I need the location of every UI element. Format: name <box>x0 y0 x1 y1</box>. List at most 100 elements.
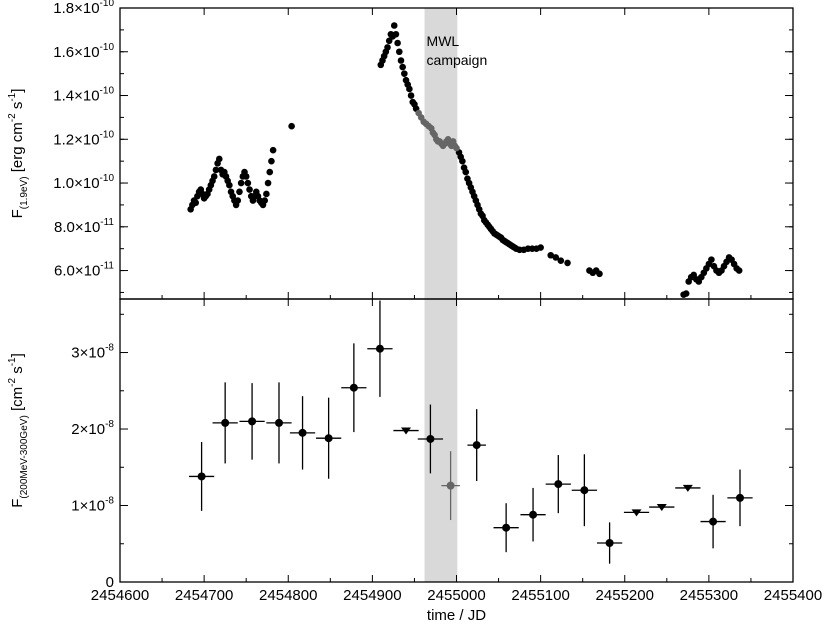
optical-flux-point <box>459 157 466 165</box>
optical-flux-point-campaign <box>453 144 460 152</box>
optical-flux-point <box>244 179 252 187</box>
bottom-y-axis-label-unit-exp: -1 <box>7 357 18 366</box>
bottom-y-axis-label-unit: [cm <box>9 387 26 415</box>
x-tick-label: 2455000 <box>427 587 485 604</box>
gamma-flux-point <box>502 523 511 532</box>
gamma-flux-point <box>248 417 257 426</box>
gamma-flux-point <box>298 428 307 437</box>
optical-flux-point <box>237 179 245 187</box>
mwl-label-line-2: campaign <box>427 52 488 68</box>
top-y-axis-label-unit: ] <box>9 89 26 93</box>
gamma-flux-point <box>554 480 563 489</box>
top-y-tick-exponent: -10 <box>100 173 115 184</box>
optical-flux-point <box>735 267 743 274</box>
optical-flux-panel: 6.0×10-118.0×10-111.0×10-101.2×10-101.4×… <box>7 0 793 298</box>
x-tick-label: 2454900 <box>343 587 401 604</box>
bottom-y-axis-label: F(200MeV-300GeV) [cm-2 s-1] <box>7 353 30 508</box>
x-tick-label: 2454800 <box>259 587 317 604</box>
top-y-tick-mantissa: 1.2×10 <box>53 131 99 148</box>
top-y-axis-label-subscript: (1.9eV) <box>19 176 30 209</box>
bottom-y-tick-exponent: -8 <box>105 343 114 354</box>
optical-flux-point <box>537 244 544 251</box>
optical-flux-point <box>226 181 233 189</box>
optical-flux-point <box>557 257 565 265</box>
top-y-axis-label-unit: [erg cm <box>9 122 26 176</box>
top-y-tick-label: 1.4×10-10 <box>53 86 114 105</box>
top-y-tick-mantissa: 6.0×10 <box>54 263 100 280</box>
gamma-flux-point <box>736 493 745 502</box>
top-y-tick-mantissa: 1.6×10 <box>53 44 99 61</box>
bottom-y-axis-label-unit-exp: -2 <box>7 378 18 387</box>
top-y-axis-label-unit-exp: -2 <box>7 113 18 122</box>
top-y-tick-mantissa: 8.0×10 <box>54 219 100 236</box>
optical-flux-point <box>406 85 413 93</box>
top-y-tick-label: 1.6×10-10 <box>53 42 114 61</box>
bottom-y-tick-exponent: -8 <box>105 496 114 507</box>
optical-flux-point <box>682 290 690 297</box>
top-y-axis-label: F(1.9eV) [erg cm-2 s-1] <box>7 89 30 219</box>
top-y-tick-label: 1.8×10-10 <box>53 0 114 17</box>
gamma-flux-point <box>197 472 206 481</box>
x-tick-label: 2455100 <box>511 587 569 604</box>
panel-frames: 2454600 2454700 2454800 2454900 2455000 24551… <box>91 7 822 624</box>
gamma-flux-point <box>375 344 384 353</box>
optical-flux-point <box>397 57 405 64</box>
top-y-axis-label-symbol: F <box>9 209 26 218</box>
top-y-tick-label: 1.0×10-10 <box>53 173 114 192</box>
optical-flux-point <box>215 155 223 163</box>
bottom-y-tick-mantissa: 2×10 <box>71 421 105 438</box>
optical-flux-point <box>547 251 555 259</box>
top-y-axis-label-unit: s <box>9 102 26 114</box>
optical-flux-point <box>708 256 715 263</box>
optical-flux-point <box>552 254 560 261</box>
x-axis-label: time / JD <box>427 607 486 624</box>
top-y-tick-exponent: -11 <box>100 217 114 228</box>
gamma-flux-panel: 01×10-82×10-83×10-8F(200MeV-300GeV) [cm-… <box>7 300 793 591</box>
bottom-y-axis-label-unit: s <box>9 366 26 378</box>
optical-flux-point <box>192 199 200 207</box>
top-y-tick-exponent: -10 <box>100 42 115 53</box>
optical-flux-point <box>234 197 242 204</box>
top-y-tick-mantissa: 1.0×10 <box>53 175 99 192</box>
optical-flux-point <box>269 146 277 154</box>
x-tick-label: 2454700 <box>175 587 233 604</box>
gamma-flux-point <box>605 538 614 547</box>
optical-flux-point <box>596 270 603 278</box>
bottom-y-tick-mantissa: 0 <box>106 574 114 591</box>
optical-flux-point <box>399 63 406 71</box>
optical-flux-point <box>564 259 571 267</box>
gamma-flux-point <box>580 486 589 495</box>
gamma-flux-point <box>221 418 230 427</box>
mwl-campaign-label: MWL campaign <box>427 33 488 68</box>
bottom-y-tick-label: 2×10-8 <box>71 419 114 438</box>
gamma-flux-point <box>472 441 481 450</box>
bottom-y-tick-label: 0 <box>106 574 114 591</box>
top-y-tick-exponent: -11 <box>100 261 114 272</box>
optical-flux-point <box>401 70 408 77</box>
gamma-flux-point <box>349 383 358 392</box>
optical-flux-point <box>392 30 400 38</box>
gamma-flux-point <box>274 418 283 427</box>
bottom-y-axis-label-unit: ] <box>9 353 26 357</box>
top-y-axis-label-unit-exp: -1 <box>7 92 18 101</box>
optical-flux-point <box>261 197 268 204</box>
bottom-y-tick-mantissa: 1×10 <box>71 498 105 515</box>
gamma-upper-limit-marker <box>401 427 412 435</box>
bottom-y-tick-label: 1×10-8 <box>71 496 114 515</box>
bottom-y-tick-exponent: -8 <box>105 419 114 430</box>
optical-flux-point <box>268 157 275 165</box>
bottom-y-axis-label-symbol: F <box>9 499 26 508</box>
optical-flux-point <box>212 166 220 174</box>
optical-flux-point <box>264 179 272 187</box>
gamma-upper-limit-marker <box>656 504 667 512</box>
optical-flux-point <box>288 122 295 130</box>
optical-flux-point <box>407 92 415 99</box>
gamma-flux-point-campaign <box>446 481 455 490</box>
top-y-tick-label: 8.0×10-11 <box>54 217 114 236</box>
gamma-flux-point <box>529 510 538 519</box>
mwl-label-line-1: MWL <box>427 33 460 49</box>
gamma-flux-point <box>324 434 333 443</box>
top-y-tick-exponent: -10 <box>100 129 115 140</box>
mwl-campaign-band <box>424 8 458 582</box>
